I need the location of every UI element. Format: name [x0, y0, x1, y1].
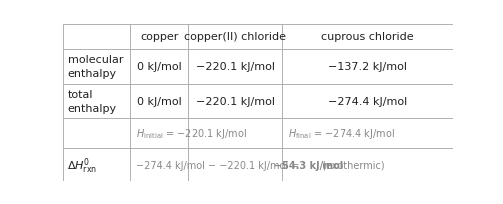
- Text: $\mathit{H}_{\mathrm{initial}}$ = −220.1 kJ/mol: $\mathit{H}_{\mathrm{initial}}$ = −220.1…: [136, 126, 247, 140]
- Text: (exothermic): (exothermic): [319, 160, 385, 170]
- Text: $\mathit{H}_{\mathrm{final}}$ = −274.4 kJ/mol: $\mathit{H}_{\mathrm{final}}$ = −274.4 k…: [288, 126, 395, 140]
- Text: 0 kJ/mol: 0 kJ/mol: [137, 96, 182, 106]
- Text: cuprous chloride: cuprous chloride: [321, 32, 414, 42]
- Text: −274.4 kJ/mol − −220.1 kJ/mol =: −274.4 kJ/mol − −220.1 kJ/mol =: [136, 160, 302, 170]
- Text: molecular
enthalpy: molecular enthalpy: [67, 55, 123, 79]
- Text: copper(II) chloride: copper(II) chloride: [185, 32, 286, 42]
- Text: $\Delta \mathit{H}^{0}_{\mathrm{rxn}}$: $\Delta \mathit{H}^{0}_{\mathrm{rxn}}$: [67, 155, 97, 175]
- Text: −220.1 kJ/mol: −220.1 kJ/mol: [196, 96, 275, 106]
- Text: total
enthalpy: total enthalpy: [67, 89, 117, 113]
- Text: −220.1 kJ/mol: −220.1 kJ/mol: [196, 62, 275, 72]
- Text: copper: copper: [140, 32, 179, 42]
- Text: −274.4 kJ/mol: −274.4 kJ/mol: [328, 96, 407, 106]
- Text: −54.3 kJ/mol: −54.3 kJ/mol: [274, 160, 344, 170]
- Text: −137.2 kJ/mol: −137.2 kJ/mol: [328, 62, 407, 72]
- Text: 0 kJ/mol: 0 kJ/mol: [137, 62, 182, 72]
